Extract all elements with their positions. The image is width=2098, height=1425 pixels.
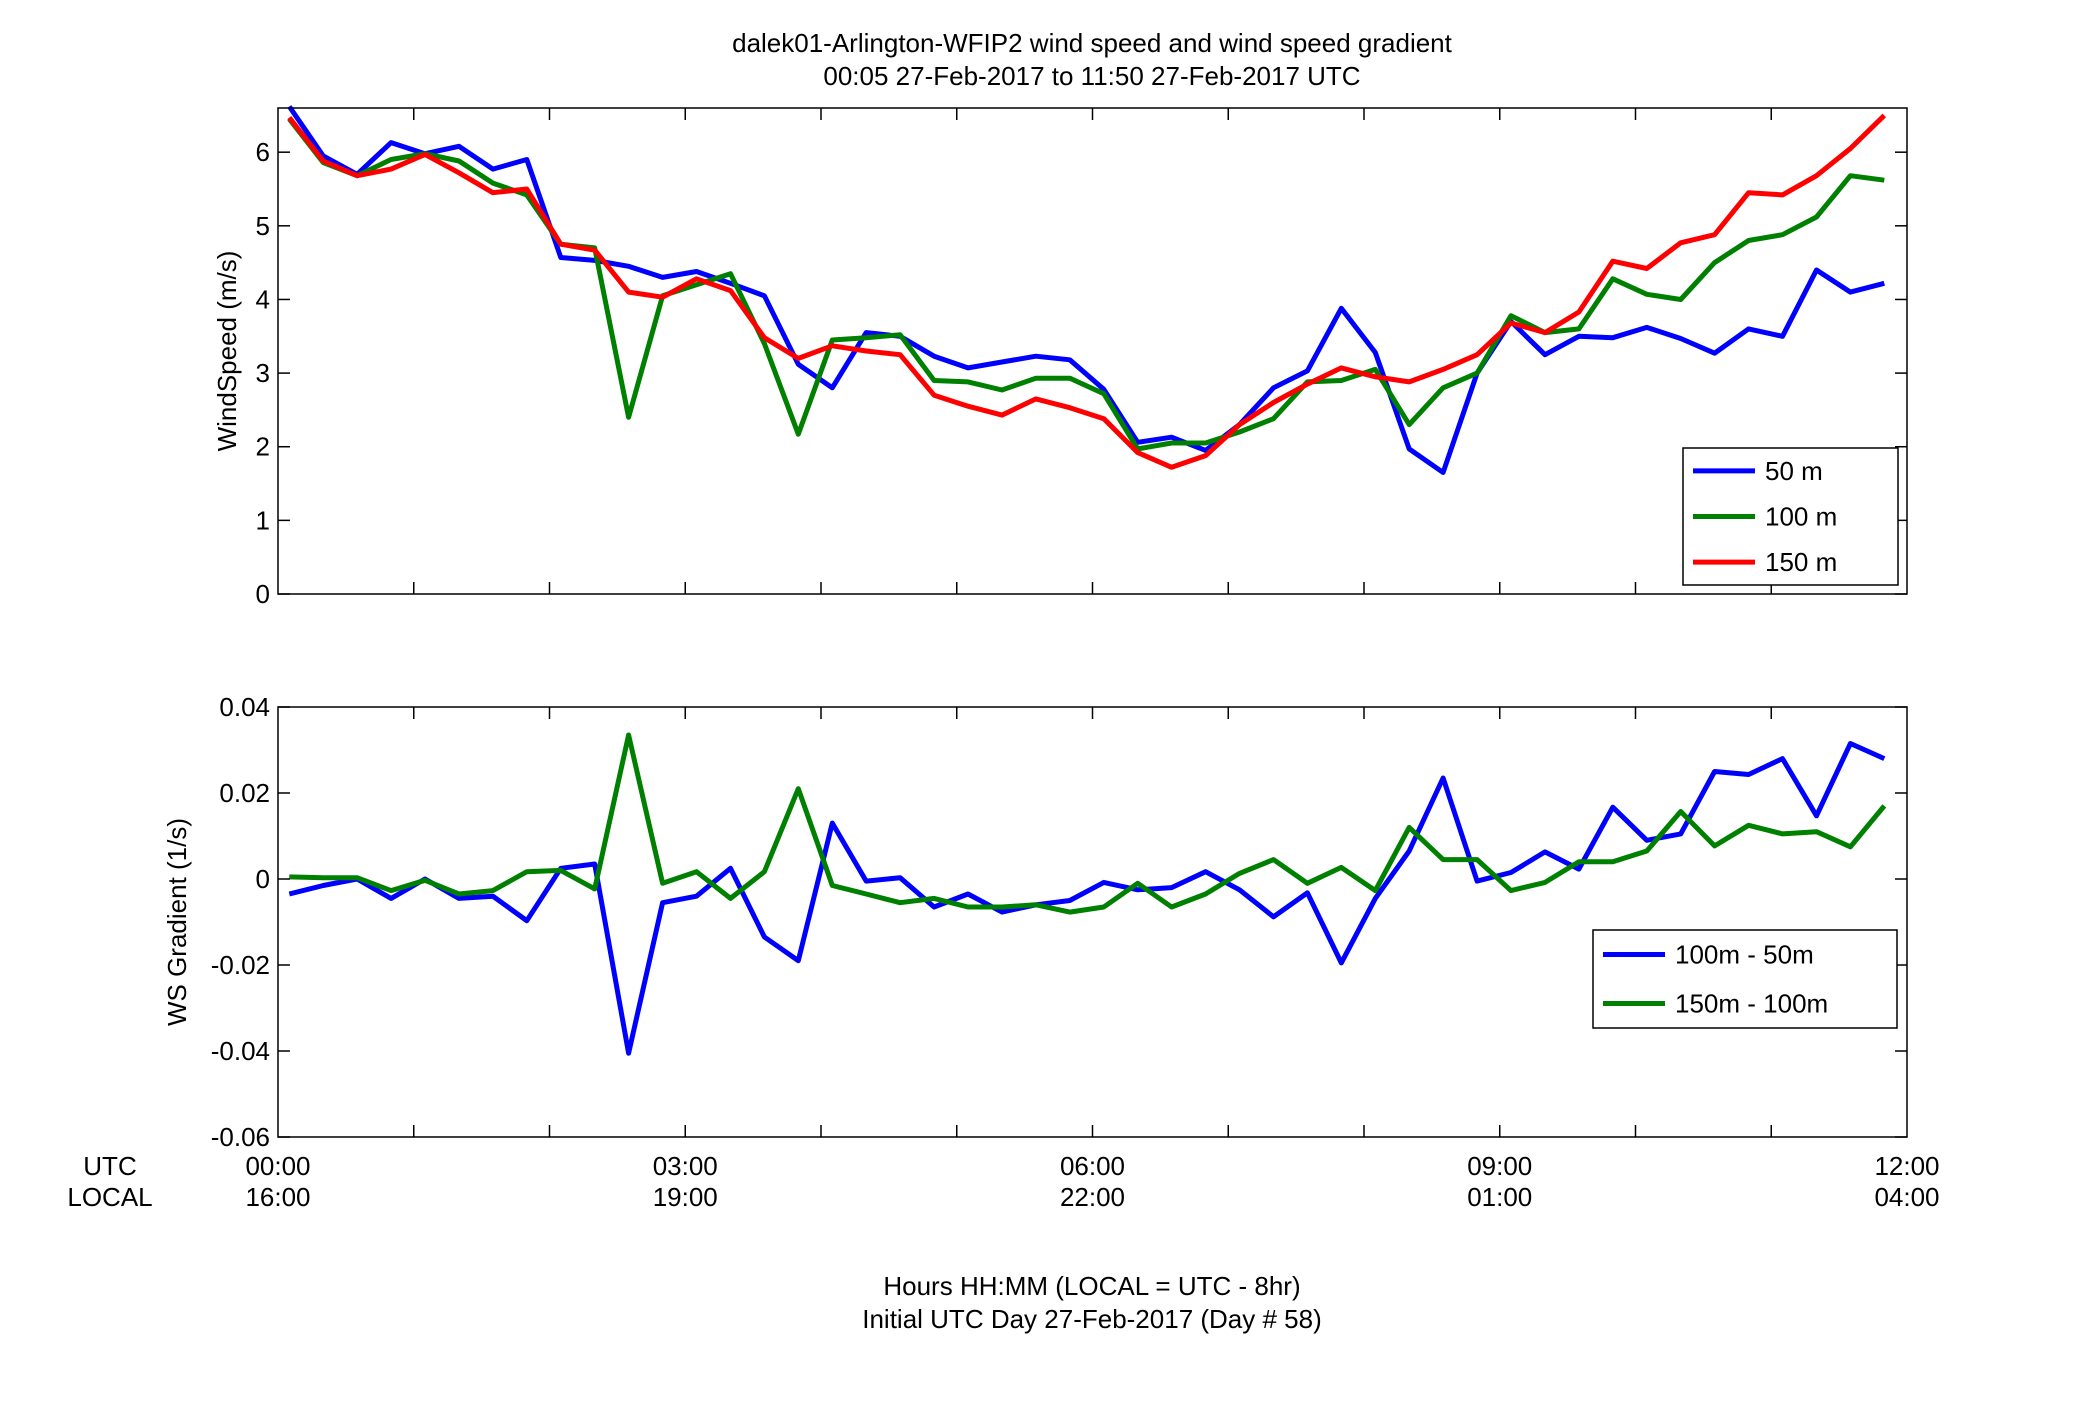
gradient-series-100m-50m-line <box>288 741 1886 1056</box>
gradient-legend-label-100m-50m: 100m - 50m <box>1675 940 1814 970</box>
local-tick-label: 22:00 <box>1060 1182 1125 1212</box>
gradient-plot-frame <box>277 706 1908 1138</box>
utc-tick-label: 09:00 <box>1467 1151 1532 1181</box>
windspeed-ytick-label: 5 <box>256 211 270 241</box>
figure-title-line2: 00:05 27-Feb-2017 to 11:50 27-Feb-2017 U… <box>823 61 1360 91</box>
windspeed-chart: 0 1 2 3 4 5 6 WindSpeed (m/s) 50 m 100 m 150 m <box>212 105 1908 609</box>
utc-row-label: UTC <box>83 1151 136 1181</box>
gradient-ytick-label: 0 <box>256 864 270 894</box>
gradient-ylabel: WS Gradient (1/s) <box>162 818 192 1026</box>
utc-tick-label: 12:00 <box>1874 1151 1939 1181</box>
utc-tick-label: 00:00 <box>245 1151 310 1181</box>
local-tick-label: 16:00 <box>245 1182 310 1212</box>
windspeed-ytick-label: 2 <box>256 432 270 462</box>
windspeed-legend-label-50-m: 50 m <box>1765 456 1823 486</box>
windspeed-ytick-label: 1 <box>256 505 270 535</box>
gradient-ytick-label: 0.02 <box>219 778 270 808</box>
windspeed-ytick-label: 6 <box>256 137 270 167</box>
windspeed-legend-label-150-m: 150 m <box>1765 547 1837 577</box>
local-tick-label: 19:00 <box>653 1182 718 1212</box>
windspeed-plot-frame <box>277 107 1908 595</box>
windspeed-ylabel: WindSpeed (m/s) <box>212 251 242 452</box>
windspeed-ytick-label: 4 <box>256 284 270 314</box>
windspeed-ytick-label: 0 <box>256 579 270 609</box>
utc-tick-label: 03:00 <box>653 1151 718 1181</box>
local-tick-label: 01:00 <box>1467 1182 1532 1212</box>
gradient-legend: 100m - 50m 150m - 100m <box>1592 929 1898 1029</box>
windspeed-series-50-m-line <box>287 105 1885 475</box>
figure-title-line1: dalek01-Arlington-WFIP2 wind speed and w… <box>732 28 1453 58</box>
local-row-label: LOCAL <box>67 1182 152 1212</box>
gradient-ytick-label: -0.04 <box>211 1036 270 1066</box>
windspeed-ytick-label: 3 <box>256 358 270 388</box>
windspeed-series-150-m-line <box>287 113 1887 470</box>
gradient-ytick-label: -0.02 <box>211 950 270 980</box>
gradient-series-150m-100m-line <box>289 732 1887 915</box>
x-axis-label-line1: Hours HH:MM (LOCAL = UTC - 8hr) <box>883 1271 1300 1301</box>
x-axis-label-line2: Initial UTC Day 27-Feb-2017 (Day # 58) <box>862 1304 1322 1334</box>
windspeed-legend: 50 m 100 m 150 m <box>1682 447 1899 586</box>
windspeed-legend-label-100-m: 100 m <box>1765 502 1837 532</box>
utc-tick-label: 06:00 <box>1060 1151 1125 1181</box>
gradient-legend-label-150m-100m: 150m - 100m <box>1675 989 1828 1019</box>
gradient-legend-box <box>1592 929 1898 1029</box>
gradient-ytick-label: 0.04 <box>219 692 270 722</box>
gradient-chart: -0.06-0.04-0.0200.020.0400:0016:0003:001… <box>162 692 1940 1212</box>
local-tick-label: 04:00 <box>1874 1182 1939 1212</box>
gradient-ytick-label: -0.06 <box>211 1122 270 1152</box>
